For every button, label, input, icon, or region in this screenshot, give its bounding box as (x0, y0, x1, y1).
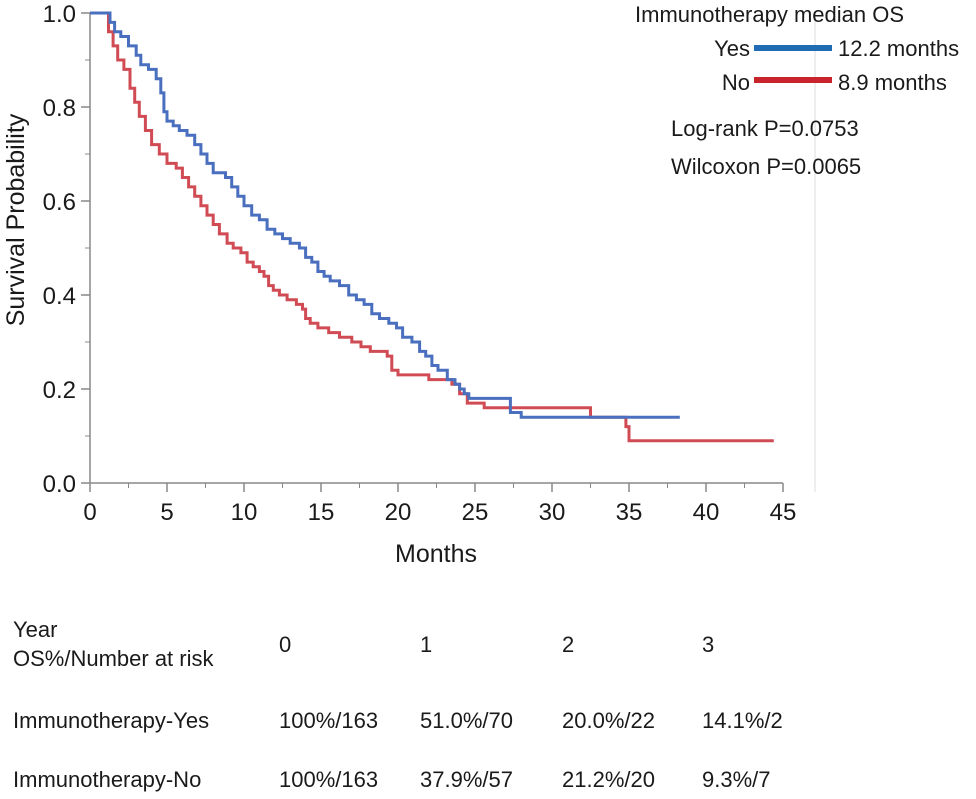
curve-yes (90, 11, 680, 419)
risk-row-label-no: Immunotherapy-No (13, 767, 202, 792)
risk-year-2: 2 (562, 632, 575, 657)
plot-frame (89, 13, 816, 492)
risk-cell-no-0: 100%/163 (279, 767, 379, 792)
x-axis-label: Months (395, 540, 477, 568)
risk-cell-no-2: 21.2%/20 (562, 767, 655, 792)
x-tick-label: 5 (160, 499, 173, 526)
y-tick-label: 0.6 (43, 189, 76, 216)
y-tick-label: 0.4 (43, 283, 76, 310)
x-tick-label: 30 (539, 499, 566, 526)
risk-cell-yes-2: 20.0%/22 (562, 708, 655, 733)
risk-year-0: 0 (279, 632, 292, 657)
x-tick-label: 25 (462, 499, 489, 526)
risk-cell-yes-1: 51.0%/70 (420, 708, 513, 733)
x-tick-label: 35 (616, 499, 643, 526)
risk-header-os: OS%/Number at risk (13, 646, 214, 671)
risk-year-1: 1 (420, 632, 433, 657)
survival-chart: 0.0 0.2 0.4 0.6 0.8 1.0 0 5 10 15 20 25 30 35 40 45 Mo… (2, 1, 959, 568)
x-tick-label: 20 (385, 499, 412, 526)
y-tick-label: 0.8 (43, 95, 76, 122)
y-axis-label: Survival Probability (2, 113, 30, 326)
x-axis-ticks: 0 5 10 15 20 25 30 35 40 45 (83, 483, 796, 526)
wilcoxon-annotation: Wilcoxon P=0.0065 (671, 154, 861, 179)
logrank-annotation: Log-rank P=0.0753 (671, 116, 859, 141)
risk-cell-no-3: 9.3%/7 (702, 767, 771, 792)
y-tick-label: 0.2 (43, 377, 76, 404)
legend-label-no: No (722, 70, 750, 95)
y-axis-ticks: 0.0 0.2 0.4 0.6 0.8 1.0 (43, 1, 90, 498)
risk-cell-yes-0: 100%/163 (279, 708, 379, 733)
risk-cell-yes-3: 14.1%/2 (702, 708, 783, 733)
legend-label-yes: Yes (714, 36, 750, 61)
legend-title: Immunotherapy median OS (635, 2, 904, 27)
y-tick-label: 1.0 (43, 1, 76, 28)
x-tick-label: 0 (83, 499, 96, 526)
risk-header-year: Year (13, 617, 58, 642)
survival-curves (90, 11, 774, 443)
curve-no (90, 11, 774, 443)
risk-cell-no-1: 37.9%/57 (420, 767, 513, 792)
x-tick-label: 45 (770, 499, 797, 526)
x-tick-label: 15 (308, 499, 335, 526)
legend: Immunotherapy median OS Yes 12.2 months … (635, 2, 959, 179)
legend-value-yes: 12.2 months (838, 36, 959, 61)
risk-year-3: 3 (702, 632, 715, 657)
risk-row-label-yes: Immunotherapy-Yes (13, 708, 210, 733)
y-tick-label: 0.0 (43, 471, 76, 498)
x-tick-label: 10 (231, 499, 258, 526)
x-tick-label: 40 (693, 499, 720, 526)
legend-value-no: 8.9 months (838, 70, 947, 95)
